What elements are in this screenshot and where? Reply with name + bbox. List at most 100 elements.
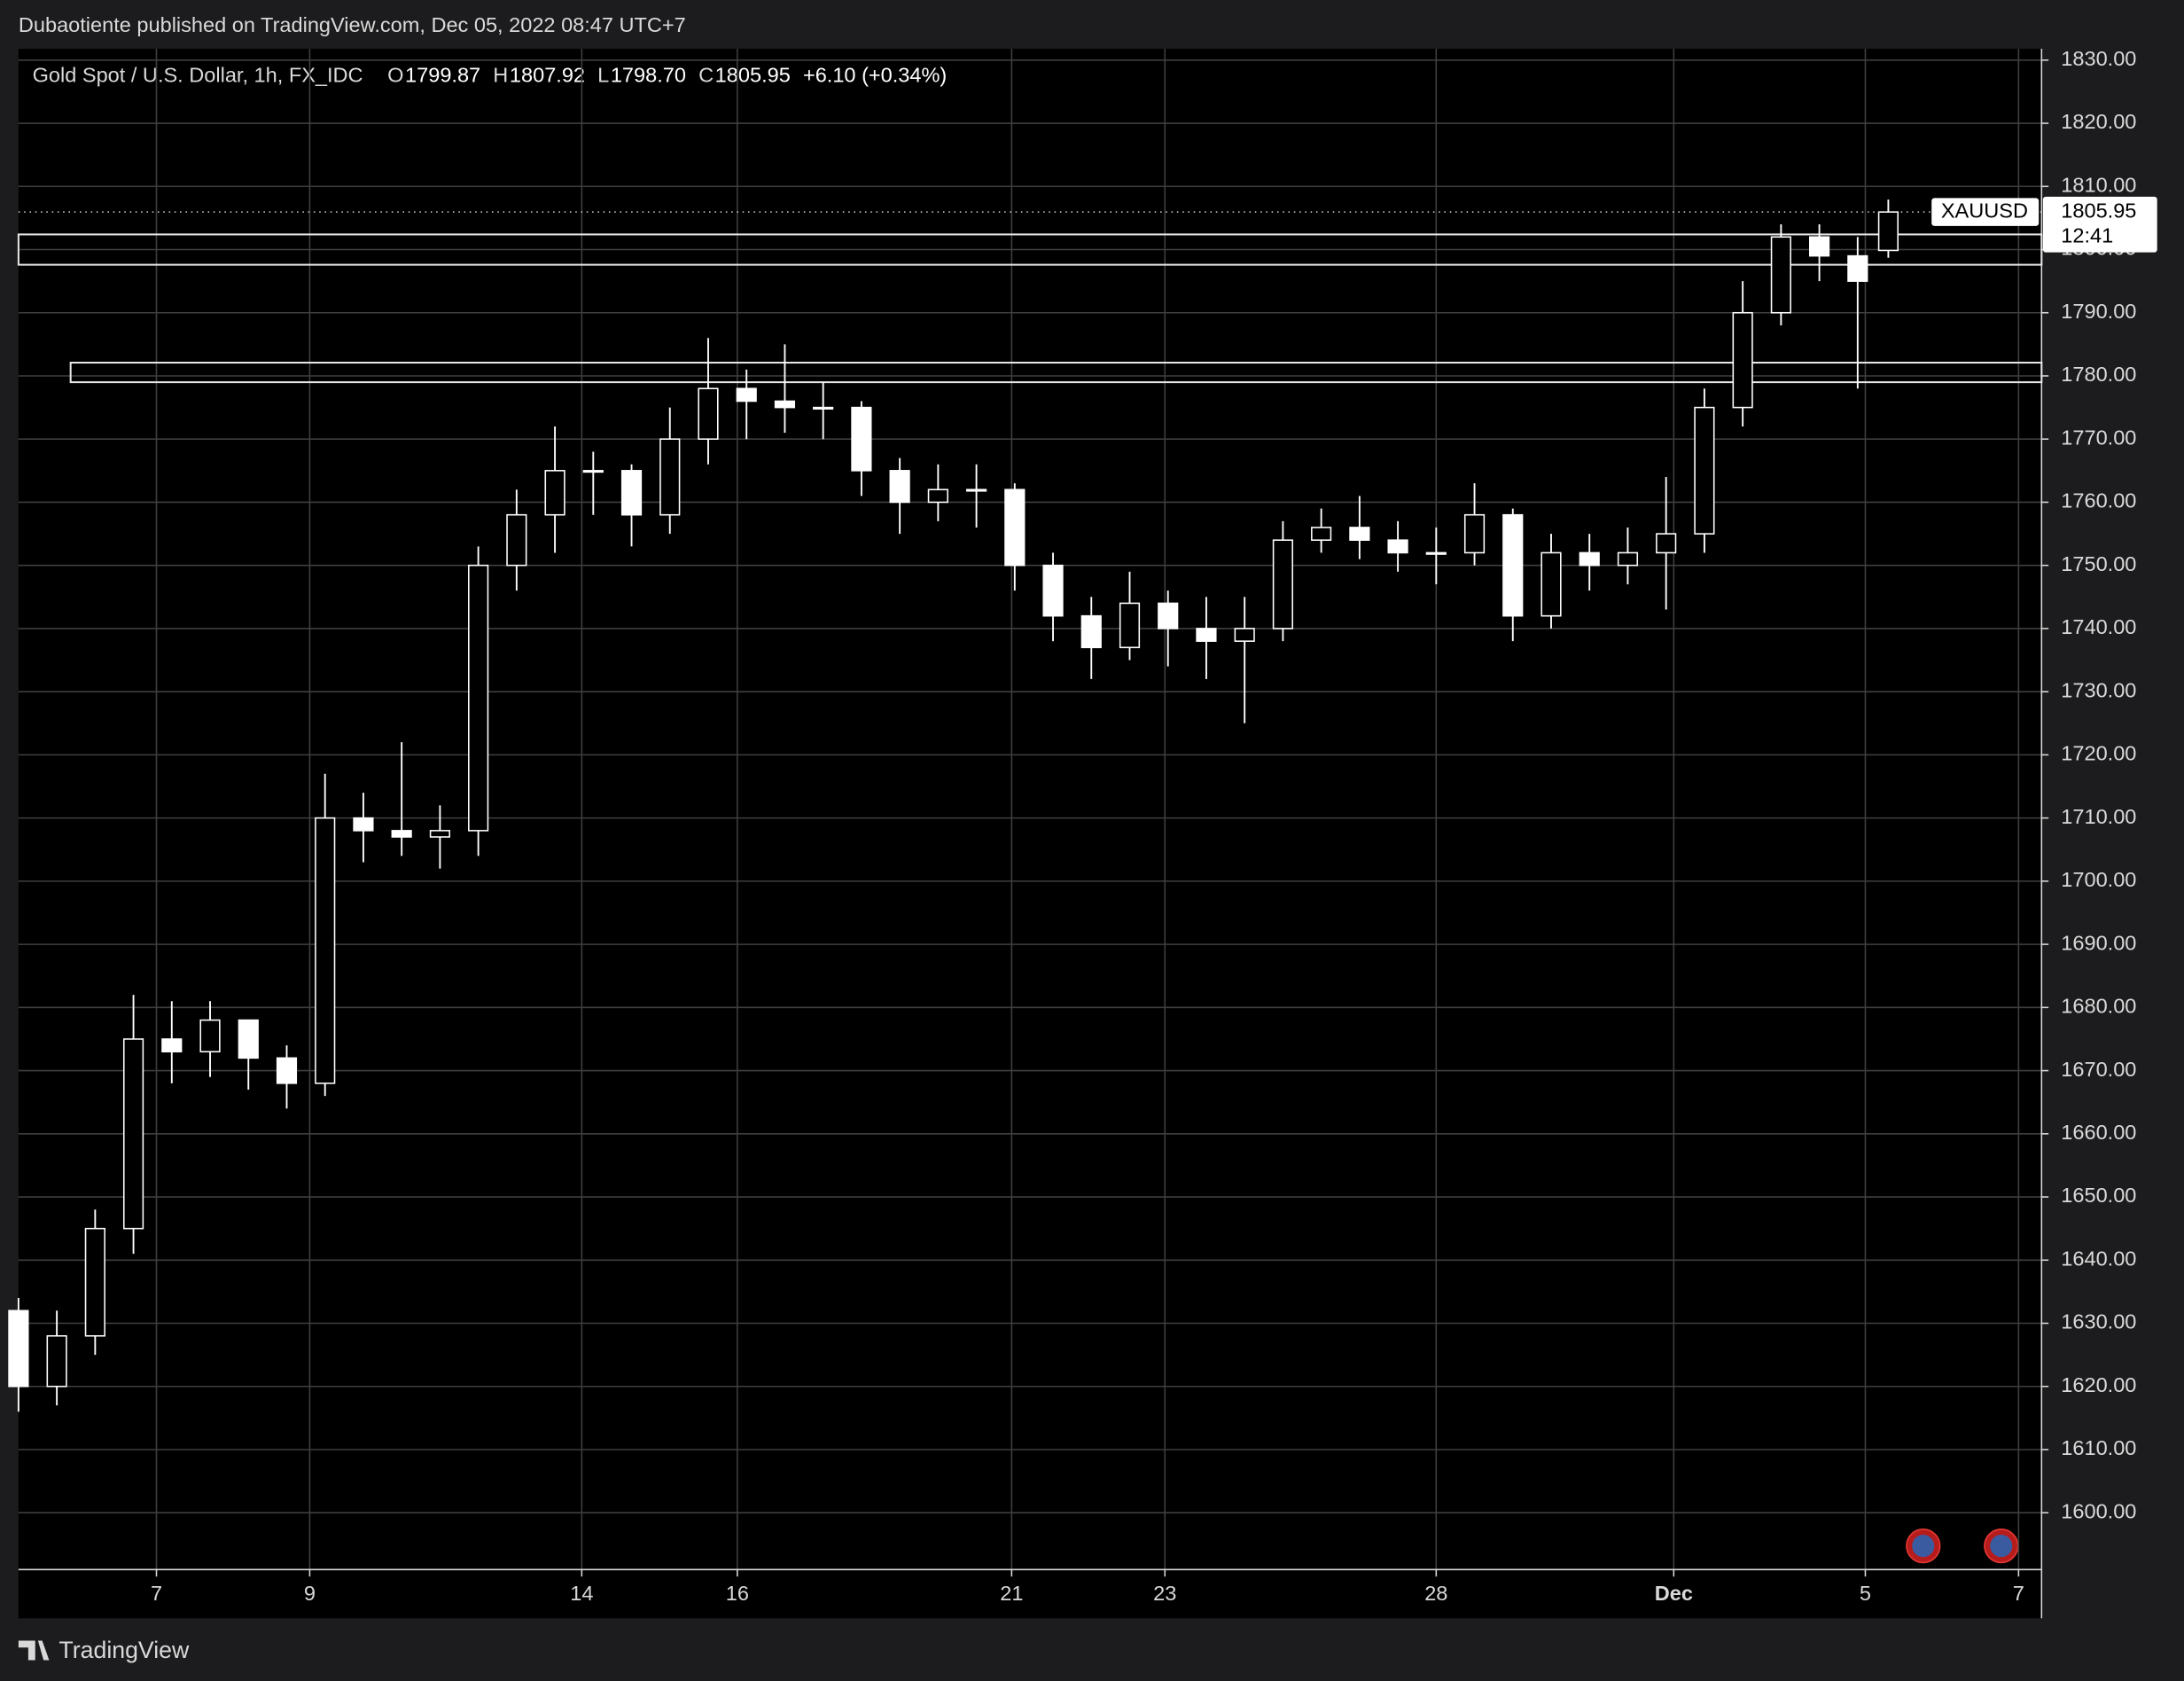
x-tick-label: 5 xyxy=(1860,1582,1871,1605)
candle-body xyxy=(1502,513,1524,617)
y-tick-label: 1600.00 xyxy=(2061,1499,2136,1522)
candle-body xyxy=(1272,539,1293,629)
candle-body xyxy=(238,1019,259,1059)
candle-body xyxy=(84,1227,105,1337)
y-tick-label: 1680.00 xyxy=(2061,995,2136,1018)
candle-body xyxy=(1732,311,1753,409)
y-tick-label: 1750.00 xyxy=(2061,552,2136,575)
ohlc-key: L xyxy=(597,64,609,87)
candle-body xyxy=(1119,602,1141,649)
candle-body xyxy=(8,1310,29,1388)
candle-body xyxy=(429,830,450,838)
event-flags xyxy=(1906,1528,2019,1564)
candle-body xyxy=(1656,533,1677,554)
y-tick-label: 1720.00 xyxy=(2061,742,2136,765)
y-tick-label: 1710.00 xyxy=(2061,805,2136,828)
y-tick-label: 1830.00 xyxy=(2061,47,2136,70)
candle-body xyxy=(122,1038,144,1230)
candle-body xyxy=(1004,489,1026,567)
footer-logo: TradingView xyxy=(18,1637,190,1663)
candle-body xyxy=(774,400,796,409)
x-tick-label: 7 xyxy=(151,1582,162,1605)
candle-body xyxy=(889,470,910,504)
candle-body xyxy=(1158,602,1179,629)
candle-body xyxy=(506,513,527,567)
candle-body xyxy=(965,489,987,492)
ohlc-key: C xyxy=(698,64,714,87)
ohlc-key: O xyxy=(387,64,403,87)
x-tick-label: 28 xyxy=(1424,1582,1447,1605)
logo-mark xyxy=(18,1640,50,1661)
candle-body xyxy=(1808,236,1830,257)
x-tick-label: 9 xyxy=(304,1582,316,1605)
candle-body xyxy=(1694,406,1715,535)
flag-icon xyxy=(1990,1535,2013,1558)
x-tick-label: 21 xyxy=(1000,1582,1023,1605)
candle-body xyxy=(1770,236,1791,314)
y-tick-label: 1760.00 xyxy=(2061,489,2136,512)
y-tick-label: 1730.00 xyxy=(2061,678,2136,701)
y-tick-label: 1690.00 xyxy=(2061,931,2136,954)
candle-body xyxy=(1847,254,1868,282)
candle-body xyxy=(391,830,412,838)
y-tick-label: 1650.00 xyxy=(2061,1184,2136,1207)
candle-body xyxy=(1042,564,1064,617)
candle-body xyxy=(468,564,489,832)
candle-body xyxy=(1311,527,1332,541)
candle-body xyxy=(161,1038,183,1052)
candle-body xyxy=(1425,551,1447,555)
flag-icon xyxy=(1912,1535,1935,1558)
candle-body xyxy=(1349,527,1370,541)
candle-body xyxy=(46,1334,67,1388)
ohlc-value: 1807.92 xyxy=(510,64,585,87)
zone xyxy=(69,361,2043,384)
price-label: 1805.95 xyxy=(2061,199,2136,222)
publisher: Dubaotiente published on TradingView.com… xyxy=(19,13,686,36)
candle-body xyxy=(927,489,948,504)
countdown-label: 12:41 xyxy=(2061,224,2113,247)
symbol-label: XAUUSD xyxy=(1941,199,2028,222)
candle-body xyxy=(1234,628,1255,642)
ohlc-value: 1805.95 xyxy=(715,64,791,87)
candle-body xyxy=(1387,539,1408,554)
price-label-box xyxy=(2042,196,2157,253)
ohlc-key: H xyxy=(493,64,508,87)
y-tick-label: 1770.00 xyxy=(2061,426,2136,449)
x-tick-label: Dec xyxy=(1655,1582,1693,1605)
ohlc-value: 1798.70 xyxy=(611,64,686,87)
candle-body xyxy=(1463,513,1486,554)
y-tick-label: 1790.00 xyxy=(2061,300,2136,323)
candle-body xyxy=(813,406,834,410)
legend: Gold Spot / U.S. Dollar, 1h, FX_IDC O 179… xyxy=(33,64,948,87)
candle-body xyxy=(1617,551,1639,567)
x-tick-label: 14 xyxy=(570,1582,593,1605)
candle-body xyxy=(736,387,757,403)
x-tick-label: 7 xyxy=(2013,1582,2024,1605)
y-tick-label: 1780.00 xyxy=(2061,363,2136,386)
candle-body xyxy=(315,817,336,1084)
change: +6.10 (+0.34%) xyxy=(803,64,947,87)
ohlc-value: 1799.87 xyxy=(405,64,480,87)
candle-body xyxy=(1196,628,1217,642)
candle-body xyxy=(698,387,719,441)
y-tick-label: 1810.00 xyxy=(2061,173,2136,196)
y-tick-label: 1700.00 xyxy=(2061,868,2136,891)
zone xyxy=(17,233,2043,266)
candle-body xyxy=(199,1019,221,1052)
brand: TradingView xyxy=(58,1637,190,1663)
candle-body xyxy=(1080,614,1102,649)
y-tick-label: 1740.00 xyxy=(2061,615,2136,638)
legend-title: Gold Spot / U.S. Dollar, 1h, FX_IDC xyxy=(33,64,363,87)
candle-body xyxy=(1877,211,1899,252)
plot-area xyxy=(18,48,2042,1619)
symbol-label-box xyxy=(1931,198,2040,226)
y-tick-label: 1670.00 xyxy=(2061,1058,2136,1081)
candle-body xyxy=(851,406,872,472)
y-tick-label: 1820.00 xyxy=(2061,110,2136,133)
y-tick-label: 1620.00 xyxy=(2061,1373,2136,1396)
y-tick-label: 1640.00 xyxy=(2061,1247,2136,1270)
candle-body xyxy=(620,470,643,516)
candle-body xyxy=(276,1057,298,1084)
